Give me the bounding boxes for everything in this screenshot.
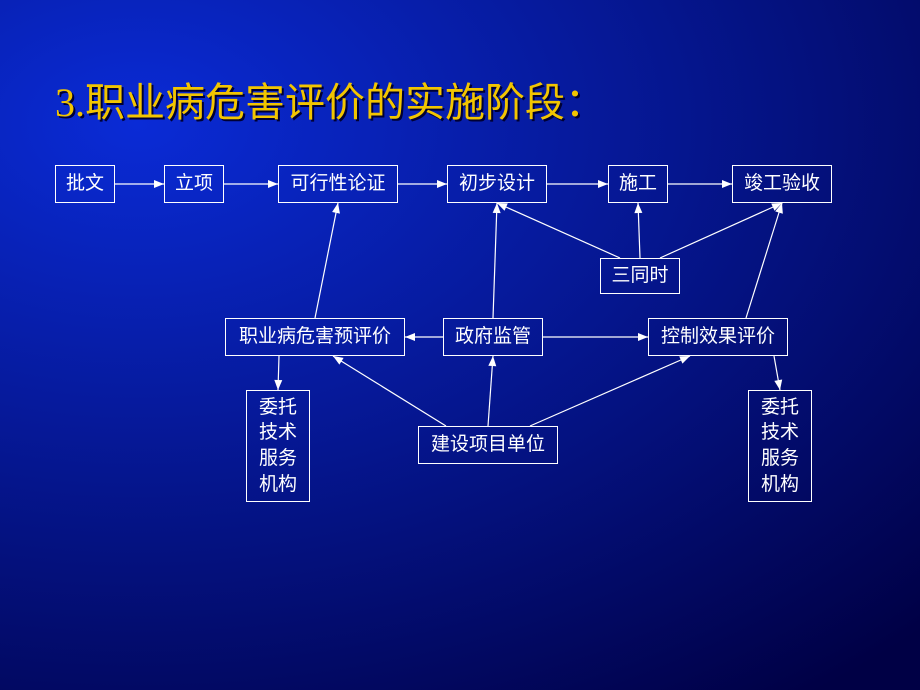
node-yuping: 职业病危害预评价 [225, 318, 405, 356]
node-jigou2: 委托 技术 服务 机构 [748, 390, 812, 502]
node-santong: 三同时 [600, 258, 680, 294]
node-jungong: 竣工验收 [732, 165, 832, 203]
slide-title: 3.职业病危害评价的实施阶段： [55, 70, 605, 128]
node-piwen: 批文 [55, 165, 115, 203]
node-jigou1: 委托 技术 服务 机构 [246, 390, 310, 502]
node-jianguan: 政府监管 [443, 318, 543, 356]
node-chubu: 初步设计 [447, 165, 547, 203]
slide: 3.职业病危害评价的实施阶段： 批文 立项 可行性论证 初步设计 施工 竣工验收三同时职业… [0, 0, 920, 690]
node-shigong: 施工 [608, 165, 668, 203]
node-jianshe: 建设项目单位 [418, 426, 558, 464]
node-kongzhi: 控制效果评价 [648, 318, 788, 356]
node-lixiang: 立项 [164, 165, 224, 203]
node-kexing: 可行性论证 [278, 165, 398, 203]
